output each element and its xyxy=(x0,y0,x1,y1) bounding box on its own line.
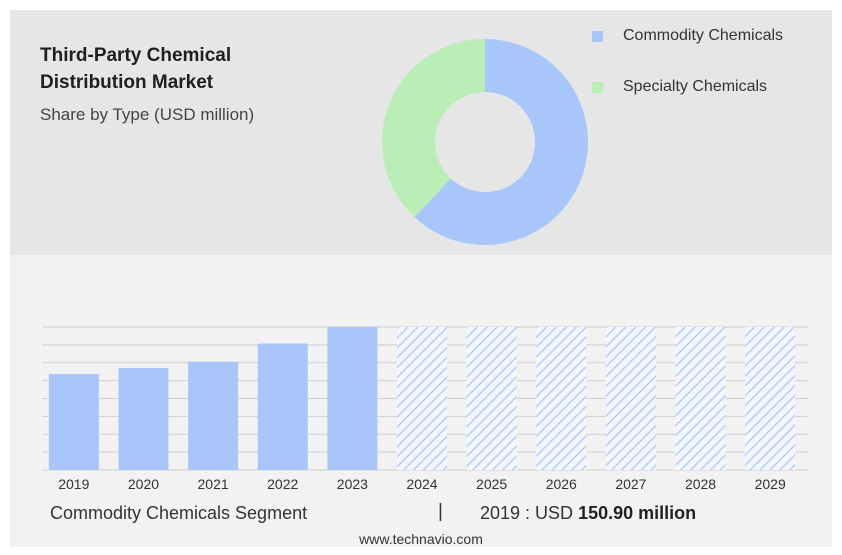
tick-label-2027: 2027 xyxy=(615,476,646,490)
footer-segment-label: Commodity Chemicals Segment xyxy=(50,503,308,523)
bar-chart: 2019 2020 2021 2022 2023 2024 2025 2026 2027 2028… xyxy=(42,326,808,490)
tick-label-2029: 2029 xyxy=(755,476,786,490)
legend-swatch-commodity xyxy=(592,30,603,42)
bar-forecast-2026 xyxy=(536,327,587,470)
tick-label-2026: 2026 xyxy=(546,476,577,490)
tick-label-2025: 2025 xyxy=(476,476,507,490)
tick-label-2024: 2024 xyxy=(406,476,437,490)
bar-2019 xyxy=(48,374,99,470)
legend: Commodity Chemicals Specialty Chemicals xyxy=(590,26,783,128)
bar-2023 xyxy=(327,327,378,470)
tick-label-2023: 2023 xyxy=(337,476,368,490)
legend-label-specialty: Specialty Chemicals xyxy=(623,78,768,95)
tick-label-2022: 2022 xyxy=(267,476,298,490)
bar-forecast-2029 xyxy=(745,327,796,470)
footer-value: 2019 : USD 150.90 million xyxy=(480,503,696,524)
chart-title: Third-Party Chemical Distribution Market xyxy=(40,45,232,93)
donut-chart xyxy=(382,39,588,245)
chart-subtitle: Share by Type (USD million) xyxy=(40,105,255,124)
tick-label-2028: 2028 xyxy=(685,476,716,490)
chart-card: Third-Party Chemical Distribution Market… xyxy=(10,10,832,547)
bar-forecast-2025 xyxy=(466,327,517,470)
legend-item-specialty: Specialty Chemicals xyxy=(590,77,783,97)
footer-separator: | xyxy=(438,501,443,522)
bar-forecast-2028 xyxy=(675,327,726,470)
bar-forecast-2027 xyxy=(605,327,656,470)
bar-forecast-2024 xyxy=(397,327,447,470)
tick-label-2019: 2019 xyxy=(58,476,89,490)
legend-item-commodity: Commodity Chemicals xyxy=(590,26,783,46)
tick-label-2021: 2021 xyxy=(198,476,229,490)
donut-slice-specialty-chemicals xyxy=(382,39,485,218)
brand-link[interactable]: www.technavio.com xyxy=(359,531,483,547)
bar-2020 xyxy=(118,367,169,470)
tick-label-2020: 2020 xyxy=(128,476,159,490)
footer-year-text: 2019 : USD xyxy=(480,503,574,523)
donut-slice-commodity-chemicals xyxy=(414,39,588,245)
bar-2021 xyxy=(188,361,239,470)
bar-2022 xyxy=(257,343,308,470)
legend-swatch-specialty xyxy=(592,81,603,93)
legend-label-commodity: Commodity Chemicals xyxy=(623,27,784,44)
footer-value-amount: 150.90 million xyxy=(578,503,697,523)
